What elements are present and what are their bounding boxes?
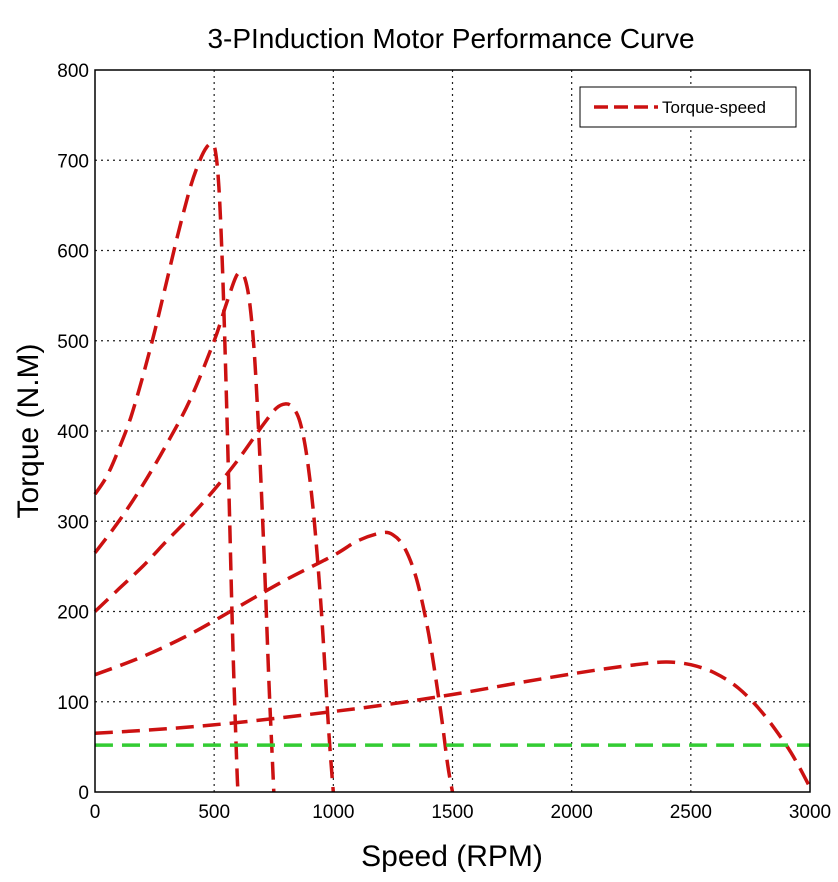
x-tick-label: 2500 bbox=[670, 802, 712, 823]
y-tick-label: 600 bbox=[57, 242, 89, 263]
y-tick-label: 800 bbox=[57, 61, 89, 82]
x-tick-label: 3000 bbox=[789, 802, 831, 823]
grid-lines bbox=[95, 70, 810, 792]
series-line-1 bbox=[93, 142, 240, 793]
y-tick-label: 0 bbox=[78, 783, 89, 804]
legend-entry-label: Torque-speed bbox=[662, 98, 766, 117]
x-tick-label: 500 bbox=[198, 802, 230, 823]
x-axis-label: Speed (RPM) bbox=[361, 840, 543, 873]
y-axis-label: Torque (N.M) bbox=[12, 343, 45, 518]
series-line-5 bbox=[94, 660, 812, 789]
plot-frame bbox=[94, 69, 811, 793]
y-tick-label: 700 bbox=[57, 151, 89, 172]
y-tick-label: 500 bbox=[57, 332, 89, 353]
y-tick-label: 200 bbox=[57, 603, 89, 624]
series-line-2 bbox=[93, 271, 276, 793]
y-tick-label: 300 bbox=[57, 512, 89, 533]
x-tick-label: 2000 bbox=[551, 802, 593, 823]
x-tick-label: 1000 bbox=[312, 802, 354, 823]
legend: Torque-speed bbox=[579, 86, 797, 128]
x-tick-label: 0 bbox=[90, 802, 101, 823]
tick-labels: 0 500 1000 1500 2000 2500 3000 0 100 200 300 400 500… bbox=[57, 61, 831, 823]
chart-title: 3-PInduction Motor Performance Curve bbox=[207, 23, 694, 54]
x-tick-label: 1500 bbox=[431, 802, 473, 823]
y-tick-label: 400 bbox=[57, 422, 89, 443]
curves bbox=[93, 142, 812, 793]
series-line-4 bbox=[94, 530, 455, 793]
y-tick-label: 100 bbox=[57, 693, 89, 714]
series-line-3 bbox=[93, 402, 336, 793]
